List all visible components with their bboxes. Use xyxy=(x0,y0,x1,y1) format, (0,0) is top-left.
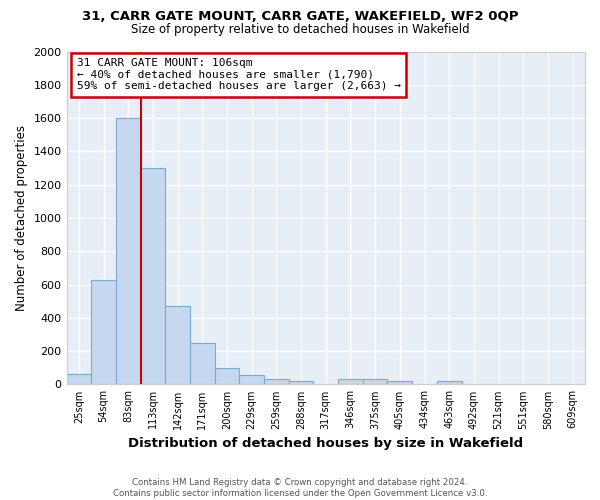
Text: 31 CARR GATE MOUNT: 106sqm
← 40% of detached houses are smaller (1,790)
59% of s: 31 CARR GATE MOUNT: 106sqm ← 40% of deta… xyxy=(77,58,401,92)
Bar xyxy=(338,378,363,384)
Bar xyxy=(388,381,412,384)
Bar xyxy=(116,118,140,384)
Bar xyxy=(165,306,190,384)
Bar xyxy=(239,376,264,384)
Bar xyxy=(190,343,215,384)
Bar xyxy=(215,368,239,384)
Bar xyxy=(140,168,165,384)
X-axis label: Distribution of detached houses by size in Wakefield: Distribution of detached houses by size … xyxy=(128,437,523,450)
Bar xyxy=(264,380,289,384)
Text: 31, CARR GATE MOUNT, CARR GATE, WAKEFIELD, WF2 0QP: 31, CARR GATE MOUNT, CARR GATE, WAKEFIEL… xyxy=(82,10,518,23)
Bar xyxy=(289,381,313,384)
Bar xyxy=(91,280,116,384)
Text: Contains HM Land Registry data © Crown copyright and database right 2024.
Contai: Contains HM Land Registry data © Crown c… xyxy=(113,478,487,498)
Bar xyxy=(363,380,388,384)
Bar xyxy=(437,381,461,384)
Y-axis label: Number of detached properties: Number of detached properties xyxy=(15,125,28,311)
Text: Size of property relative to detached houses in Wakefield: Size of property relative to detached ho… xyxy=(131,22,469,36)
Bar xyxy=(67,374,91,384)
